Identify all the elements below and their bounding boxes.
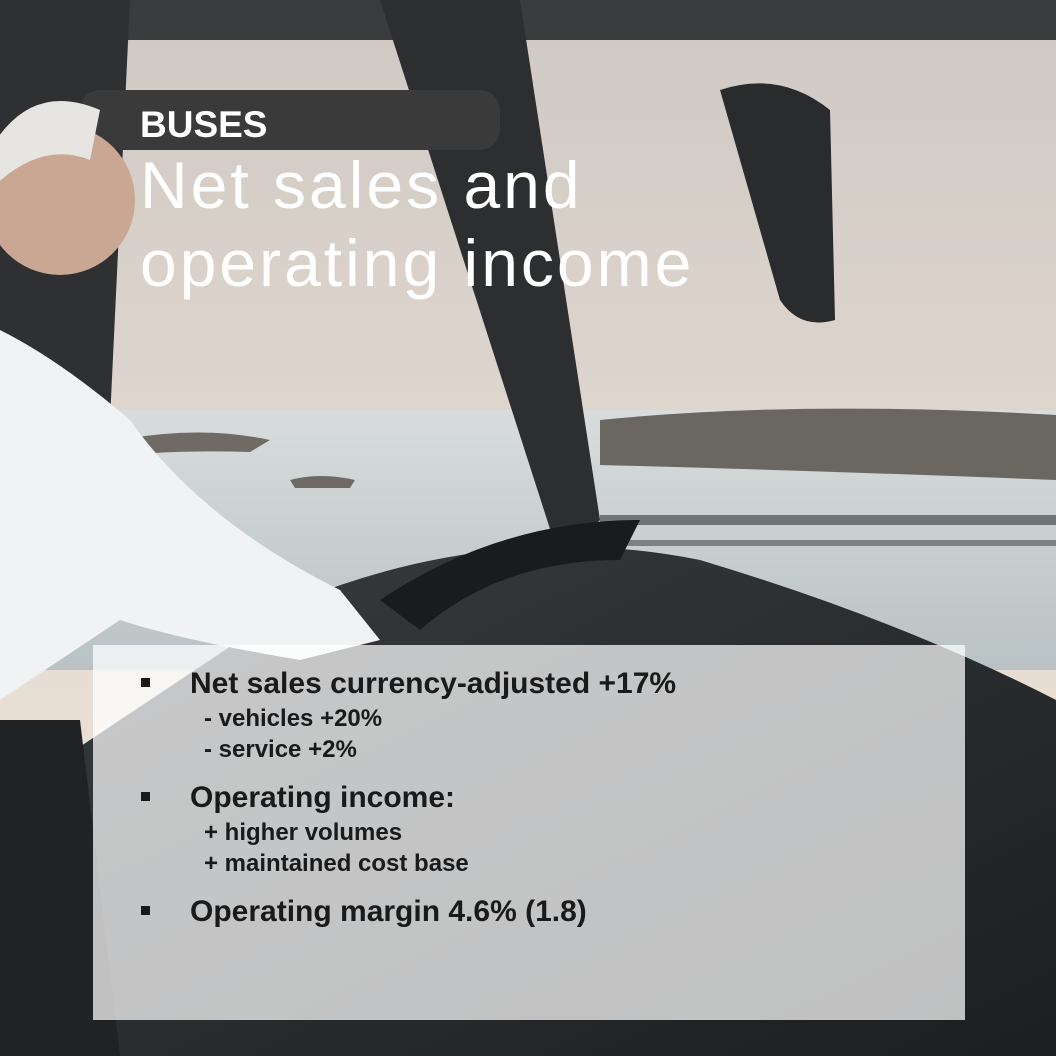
sub-bullet: - service +2% xyxy=(204,736,357,763)
title-line: Net sales and xyxy=(140,148,583,222)
bullet-list: Net sales currency-adjusted +17% - vehicl… xyxy=(93,665,676,945)
sub-bullet: + higher volumes xyxy=(204,819,403,846)
bullet-item: Operating income: + higher volumes + maint… xyxy=(93,779,676,879)
bullet-text: Operating income: xyxy=(190,781,456,814)
sub-bullet: - vehicles +20% xyxy=(204,705,383,732)
slide-title: Net sales and operating income xyxy=(140,146,694,302)
section-label: BUSES xyxy=(140,104,268,145)
bullet-item: Net sales currency-adjusted +17% - vehicl… xyxy=(93,665,676,765)
bullet-text: Operating margin 4.6% (1.8) xyxy=(190,895,587,928)
bullet-item: Operating margin 4.6% (1.8) xyxy=(93,893,676,931)
bullet-text: Net sales currency-adjusted +17% xyxy=(190,667,677,700)
content-panel: Net sales currency-adjusted +17% - vehicl… xyxy=(93,645,965,1020)
sub-bullet: + maintained cost base xyxy=(204,850,469,877)
title-line: operating income xyxy=(140,226,695,300)
